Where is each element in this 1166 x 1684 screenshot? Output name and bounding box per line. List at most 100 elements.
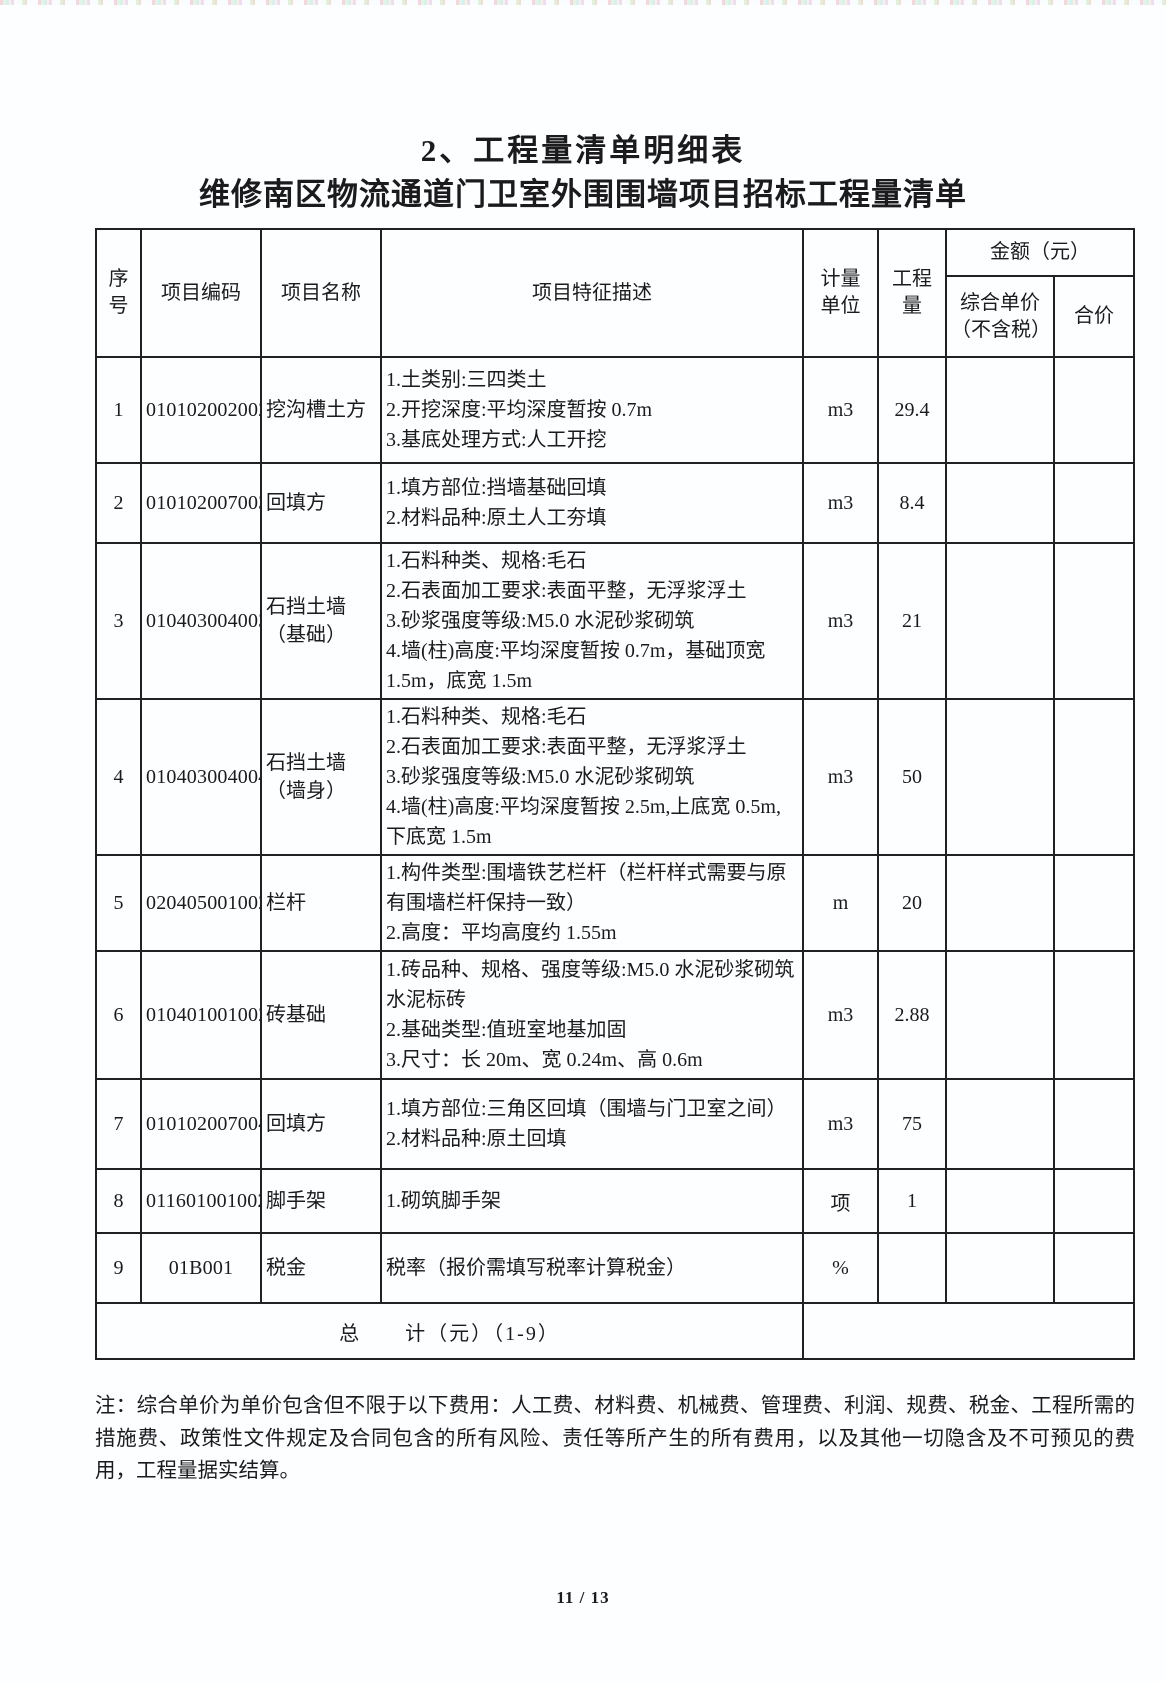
table-row: 1 010102002002 挖沟槽土方 1.土类别:三四类土 2.开挖深度:平… <box>95 356 1135 465</box>
row-unit-price <box>945 1168 1055 1235</box>
row-code: 01B001 <box>140 1232 262 1305</box>
header-qty: 工程 量 <box>877 228 947 359</box>
row-name: 砖基础 <box>260 950 382 1081</box>
row-seq: 8 <box>95 1168 142 1235</box>
row-unit-price <box>945 854 1055 953</box>
grand-total-value <box>802 1302 1135 1361</box>
row-seq: 2 <box>95 462 142 545</box>
header-name: 项目名称 <box>260 228 382 359</box>
row-unit: % <box>802 1232 879 1305</box>
row-qty: 50 <box>877 698 947 857</box>
row-desc: 1.填方部位:挡墙基础回填 2.材料品种:原土人工夯填 <box>380 462 804 545</box>
header-amount-group: 金额（元） <box>945 228 1135 278</box>
row-unit-price <box>945 462 1055 545</box>
row-qty: 8.4 <box>877 462 947 545</box>
row-total-price <box>1053 698 1135 857</box>
row-name: 栏杆 <box>260 854 382 953</box>
row-code: 011601001002 <box>140 1168 262 1235</box>
page-subtitle: 维修南区物流通道门卫室外围围墙项目招标工程量清单 <box>199 176 967 212</box>
row-total-price <box>1053 356 1135 465</box>
row-seq: 6 <box>95 950 142 1081</box>
row-seq: 1 <box>95 356 142 465</box>
row-desc: 1.填方部位:三角区回填（围墙与门卫室之间） 2.材料品种:原土回填 <box>380 1078 804 1171</box>
row-name: 石挡土墙（墙身） <box>260 698 382 857</box>
table-row: 6 010401001002 砖基础 1.砖品种、规格、强度等级:M5.0 水泥… <box>95 950 1135 1081</box>
row-total-price <box>1053 854 1135 953</box>
row-qty: 20 <box>877 854 947 953</box>
row-unit: m <box>802 854 879 953</box>
row-unit-price <box>945 356 1055 465</box>
row-name: 回填方 <box>260 462 382 545</box>
row-name: 脚手架 <box>260 1168 382 1235</box>
header-seq: 序 号 <box>95 228 142 359</box>
table-row: 8 011601001002 脚手架 1.砌筑脚手架 项 1 <box>95 1168 1135 1235</box>
row-unit-price <box>945 1078 1055 1171</box>
row-total-price <box>1053 1232 1135 1305</box>
header-desc: 项目特征描述 <box>380 228 804 359</box>
row-qty: 29.4 <box>877 356 947 465</box>
row-desc: 1.砖品种、规格、强度等级:M5.0 水泥砂浆砌筑水泥标砖 2.基础类型:值班室… <box>380 950 804 1081</box>
row-name: 回填方 <box>260 1078 382 1171</box>
row-desc: 1.石料种类、规格:毛石 2.石表面加工要求:表面平整，无浮浆浮土 3.砂浆强度… <box>380 698 804 857</box>
table-row: 9 01B001 税金 税率（报价需填写税率计算税金） % <box>95 1232 1135 1305</box>
row-code: 020405001002 <box>140 854 262 953</box>
table-row: 2 010102007003 回填方 1.填方部位:挡墙基础回填 2.材料品种:… <box>95 462 1135 545</box>
row-qty: 1 <box>877 1168 947 1235</box>
row-unit: m3 <box>802 1078 879 1171</box>
row-total-price <box>1053 1078 1135 1171</box>
note-text: 注：综合单价为单价包含但不限于以下费用：人工费、材料费、机械费、管理费、利润、规… <box>95 1395 1135 1483</box>
row-unit-price <box>945 542 1055 701</box>
header-code: 项目编码 <box>140 228 262 359</box>
row-qty: 21 <box>877 542 947 701</box>
page-title: 2、工程量清单明细表 <box>420 133 746 168</box>
table-row: 3 010403004003 石挡土墙（基础） 1.石料种类、规格:毛石 2.石… <box>95 542 1135 701</box>
row-total-price <box>1053 1168 1135 1235</box>
row-seq: 4 <box>95 698 142 857</box>
row-total-price <box>1053 950 1135 1081</box>
header-unit: 计量 单位 <box>802 228 879 359</box>
row-unit: m3 <box>802 950 879 1081</box>
row-code: 010401001002 <box>140 950 262 1081</box>
row-seq: 7 <box>95 1078 142 1171</box>
row-unit: m3 <box>802 542 879 701</box>
row-qty: 2.88 <box>877 950 947 1081</box>
page-number: 11 / 13 <box>556 1588 610 1607</box>
row-code: 010403004003 <box>140 542 262 701</box>
row-unit: m3 <box>802 462 879 545</box>
row-seq: 5 <box>95 854 142 953</box>
table-row: 7 010102007004 回填方 1.填方部位:三角区回填（围墙与门卫室之间… <box>95 1078 1135 1171</box>
row-total-price <box>1053 462 1135 545</box>
row-unit-price <box>945 698 1055 857</box>
row-desc: 1.石料种类、规格:毛石 2.石表面加工要求:表面平整，无浮浆浮土 3.砂浆强度… <box>380 542 804 701</box>
row-desc: 1.土类别:三四类土 2.开挖深度:平均深度暂按 0.7m 3.基底处理方式:人… <box>380 356 804 465</box>
row-code: 010102007004 <box>140 1078 262 1171</box>
row-code: 010102007003 <box>140 462 262 545</box>
grand-total-label: 总 计（元）（1-9） <box>95 1302 804 1361</box>
row-desc: 1.砌筑脚手架 <box>380 1168 804 1235</box>
table-row: 5 020405001002 栏杆 1.构件类型:围墙铁艺栏杆（栏杆样式需要与原… <box>95 854 1135 953</box>
header-unit-price: 综合单价 （不含税） <box>945 275 1055 359</box>
grand-total-row: 总 计（元）（1-9） <box>95 1302 1135 1361</box>
row-seq: 3 <box>95 542 142 701</box>
row-code: 010403004004 <box>140 698 262 857</box>
row-desc: 1.构件类型:围墙铁艺栏杆（栏杆样式需要与原有围墙栏杆保持一致） 2.高度：平均… <box>380 854 804 953</box>
table-row: 4 010403004004 石挡土墙（墙身） 1.石料种类、规格:毛石 2.石… <box>95 698 1135 857</box>
row-total-price <box>1053 542 1135 701</box>
table-header: 序 号 项目编码 项目名称 项目特征描述 计量 单位 工程 量 金额（元） 综合… <box>95 228 1135 359</box>
row-qty: 75 <box>877 1078 947 1171</box>
bill-of-quantities-table: 序 号 项目编码 项目名称 项目特征描述 计量 单位 工程 量 金额（元） 综合… <box>95 228 1135 1361</box>
row-unit: 项 <box>802 1168 879 1235</box>
row-name: 石挡土墙（基础） <box>260 542 382 701</box>
row-name: 挖沟槽土方 <box>260 356 382 465</box>
row-unit-price <box>945 950 1055 1081</box>
row-qty <box>877 1232 947 1305</box>
row-code: 010102002002 <box>140 356 262 465</box>
scan-edge-artifact <box>0 0 1166 5</box>
row-unit-price <box>945 1232 1055 1305</box>
row-unit: m3 <box>802 698 879 857</box>
row-unit: m3 <box>802 356 879 465</box>
header-total-price: 合价 <box>1053 275 1135 359</box>
row-name: 税金 <box>260 1232 382 1305</box>
row-desc: 税率（报价需填写税率计算税金） <box>380 1232 804 1305</box>
